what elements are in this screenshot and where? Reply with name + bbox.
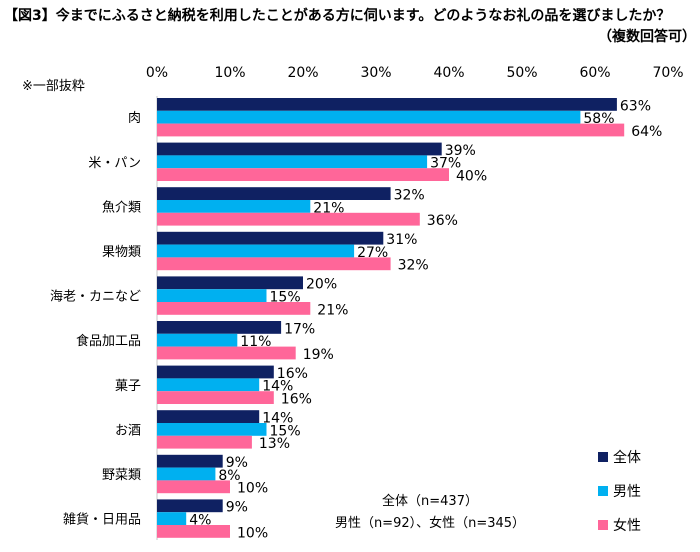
data-label: 27% [357,245,388,261]
excerpt-note: ※一部抜粋 [22,78,85,94]
category-label: 肉 [128,111,141,126]
data-label: 36% [427,213,458,229]
bar-全体 [157,499,223,513]
data-label: 17% [284,321,315,337]
bar-全体 [157,321,282,334]
bar-女性 [157,257,391,271]
data-label: 32% [394,188,425,204]
data-label: 19% [303,347,334,363]
legend-label: 女性 [613,517,641,534]
bar-全体 [157,187,391,200]
bar-男性 [157,333,238,347]
category-label: 雑貨・日用品 [63,512,141,528]
data-label: 20% [306,277,337,293]
bar-全体 [157,98,617,111]
legend-swatch [598,520,608,530]
bar-男性 [157,200,311,213]
category-label: 菓子 [115,379,141,394]
bar-男性 [157,289,267,302]
bar-全体 [157,276,303,290]
x-tick-label: 30% [360,65,391,81]
data-label: 10% [237,481,268,497]
data-label: 21% [317,302,348,318]
bar-女性 [157,212,420,226]
sample-note-total: 全体（n=437） [382,493,478,509]
category-label: 魚介類 [102,200,141,215]
data-label: 58% [583,111,614,127]
bar-男性 [157,155,428,169]
data-label: 16% [277,366,308,382]
x-tick-label: 60% [579,65,610,81]
sample-note-gender: 男性（n=92）、女性（n=345） [335,515,525,531]
bar-女性 [157,123,625,137]
legend-label: 男性 [613,484,641,500]
bar-男性 [157,378,260,392]
data-label: 15% [270,290,301,306]
bar-女性 [157,302,311,315]
bar-全体 [157,231,384,245]
bar-女性 [157,480,230,494]
bar-男性 [157,512,187,525]
data-label: 9% [226,455,248,471]
bar-女性 [157,391,274,404]
data-label: 39% [445,143,476,159]
data-label: 32% [398,258,429,274]
bar-男性 [157,423,267,436]
data-label: 8% [218,468,240,484]
chart-title: 【図3】今までにふるさと納税を利用したことがある方に伺います。どのようなお礼の品… [4,7,670,24]
x-tick-label: 40% [433,65,464,81]
legend-label: 全体 [613,449,641,466]
data-label: 21% [313,200,344,216]
category-label: お酒 [115,423,141,438]
data-label: 14% [262,411,293,427]
legend-swatch [598,486,608,496]
x-tick-label: 70% [652,65,683,81]
category-label: 果物類 [102,245,141,260]
x-tick-label: 50% [506,65,537,81]
category-label: 海老・カニなど [50,290,141,305]
bar-男性 [157,467,216,481]
chart-subtitle: （複数回答可） [598,28,696,45]
bar-女性 [157,168,449,181]
bar-全体 [157,454,223,468]
legend-swatch [598,452,608,462]
data-label: 31% [386,232,417,248]
bar-女性 [157,525,230,538]
x-tick-label: 10% [214,65,245,81]
data-label: 40% [456,169,487,185]
data-label: 4% [189,513,211,529]
data-label: 13% [259,436,290,452]
data-label: 63% [620,98,651,114]
data-label: 10% [237,525,268,541]
data-label: 9% [226,500,248,516]
data-label: 14% [262,379,293,395]
category-label: 食品加工品 [76,333,141,349]
category-label: 野菜類 [102,468,141,483]
bar-全体 [157,410,260,423]
bar-全体 [157,365,274,379]
data-label: 16% [281,392,312,408]
x-tick-label: 20% [287,65,318,81]
bar-全体 [157,142,442,156]
data-label: 64% [631,124,662,140]
data-label: 11% [240,334,271,350]
bar-女性 [157,346,296,360]
category-label: 米・パン [88,156,141,171]
x-tick-label: 0% [146,65,168,81]
bar-女性 [157,435,252,449]
data-label: 37% [430,156,461,172]
data-label: 15% [270,423,301,439]
bar-男性 [157,110,581,124]
bar-男性 [157,244,355,258]
